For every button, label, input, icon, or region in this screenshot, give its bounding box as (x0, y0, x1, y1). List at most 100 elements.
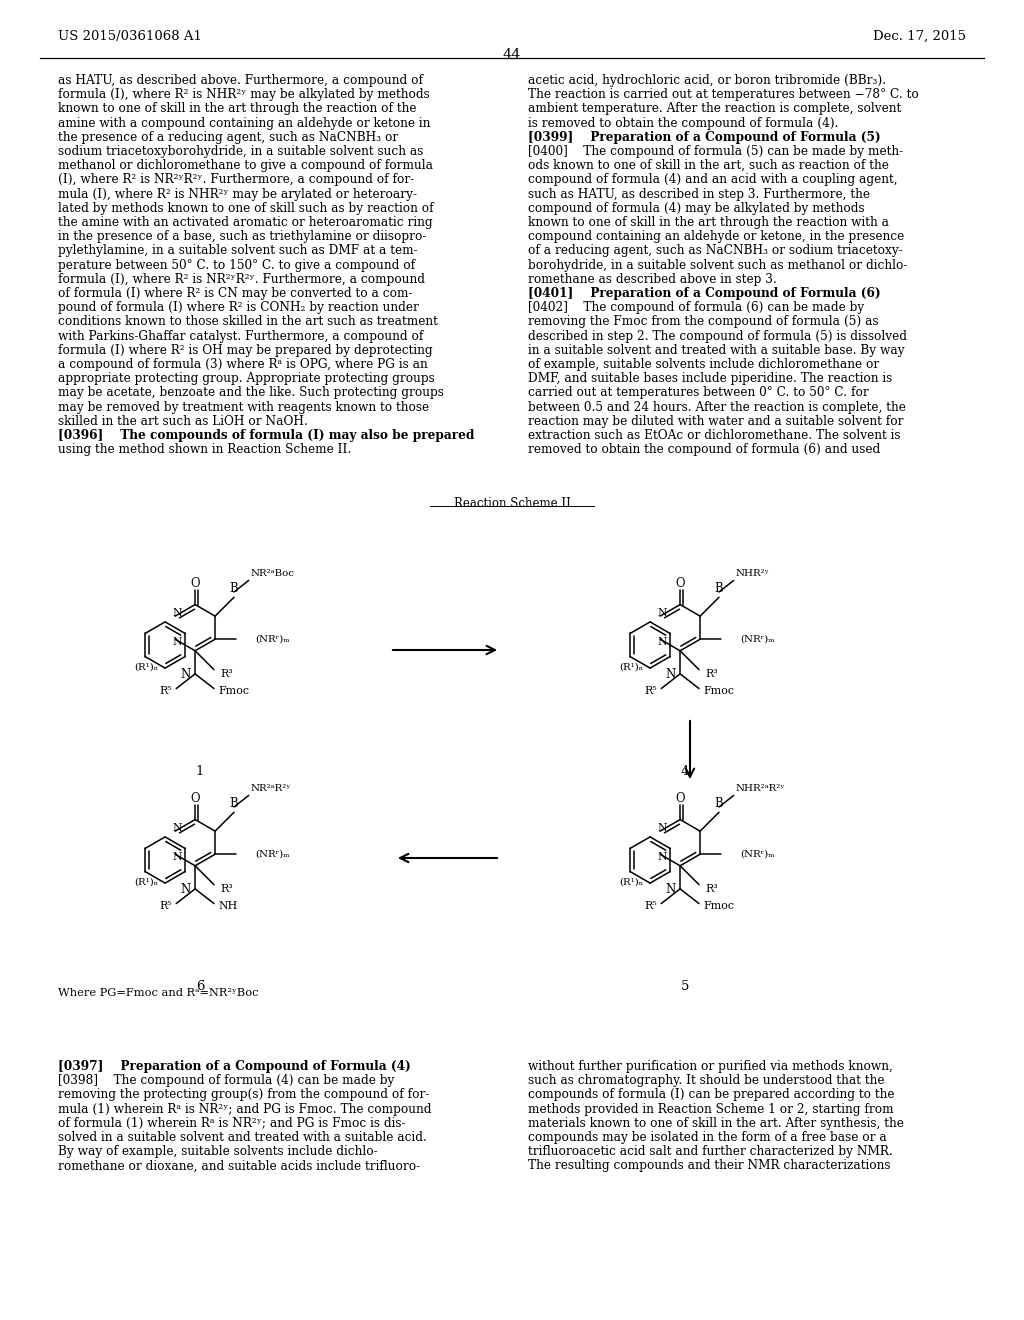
Text: described in step 2. The compound of formula (5) is dissolved: described in step 2. The compound of for… (528, 330, 907, 343)
Text: (NRʳ)ₘ: (NRʳ)ₘ (255, 635, 290, 644)
Text: pound of formula (I) where R² is CONH₂ by reaction under: pound of formula (I) where R² is CONH₂ b… (58, 301, 419, 314)
Text: compound containing an aldehyde or ketone, in the presence: compound containing an aldehyde or keton… (528, 230, 904, 243)
Text: Dec. 17, 2015: Dec. 17, 2015 (873, 30, 966, 44)
Text: materials known to one of skill in the art. After synthesis, the: materials known to one of skill in the a… (528, 1117, 904, 1130)
Text: 4: 4 (681, 766, 689, 777)
Text: formula (I), where R² is NHR²ʸ may be alkylated by methods: formula (I), where R² is NHR²ʸ may be al… (58, 88, 430, 102)
Text: N: N (172, 822, 182, 833)
Text: N: N (657, 853, 667, 862)
Text: [0400]    The compound of formula (5) can be made by meth-: [0400] The compound of formula (5) can b… (528, 145, 903, 158)
Text: Fmoc: Fmoc (703, 900, 734, 911)
Text: compounds of formula (I) can be prepared according to the: compounds of formula (I) can be prepared… (528, 1089, 895, 1101)
Text: NHR²ʸ: NHR²ʸ (736, 569, 770, 578)
Text: N: N (172, 638, 182, 647)
Text: such as HATU, as described in step 3. Furthermore, the: such as HATU, as described in step 3. Fu… (528, 187, 870, 201)
Text: 44: 44 (503, 48, 521, 62)
Text: N: N (666, 883, 676, 896)
Text: the amine with an activated aromatic or heteroaromatic ring: the amine with an activated aromatic or … (58, 216, 432, 228)
Text: methods provided in Reaction Scheme 1 or 2, starting from: methods provided in Reaction Scheme 1 or… (528, 1102, 894, 1115)
Text: N: N (657, 638, 667, 647)
Text: The reaction is carried out at temperatures between −78° C. to: The reaction is carried out at temperatu… (528, 88, 919, 102)
Text: compound of formula (4) may be alkylated by methods: compound of formula (4) may be alkylated… (528, 202, 864, 215)
Text: R³: R³ (220, 669, 232, 678)
Text: (NRʳ)ₘ: (NRʳ)ₘ (255, 850, 290, 859)
Text: B: B (229, 797, 239, 810)
Text: NR²ᵃBoc: NR²ᵃBoc (251, 569, 295, 578)
Text: skilled in the art such as LiOH or NaOH.: skilled in the art such as LiOH or NaOH. (58, 414, 308, 428)
Text: of example, suitable solvents include dichloromethane or: of example, suitable solvents include di… (528, 358, 880, 371)
Text: pylethylamine, in a suitable solvent such as DMF at a tem-: pylethylamine, in a suitable solvent suc… (58, 244, 418, 257)
Text: the presence of a reducing agent, such as NaCNBH₃ or: the presence of a reducing agent, such a… (58, 131, 398, 144)
Text: romethane as described above in step 3.: romethane as described above in step 3. (528, 273, 777, 286)
Text: R³: R³ (220, 884, 232, 894)
Text: (R¹)ₙ: (R¹)ₙ (135, 663, 159, 672)
Text: may be acetate, benzoate and the like. Such protecting groups: may be acetate, benzoate and the like. S… (58, 387, 443, 400)
Text: romethane or dioxane, and suitable acids include trifluoro-: romethane or dioxane, and suitable acids… (58, 1159, 420, 1172)
Text: sodium triacetoxyborohydride, in a suitable solvent such as: sodium triacetoxyborohydride, in a suita… (58, 145, 423, 158)
Text: appropriate protecting group. Appropriate protecting groups: appropriate protecting group. Appropriat… (58, 372, 435, 385)
Text: in the presence of a base, such as triethylamine or diisopro-: in the presence of a base, such as triet… (58, 230, 426, 243)
Text: of formula (1) wherein Rᵃ is NR²ʸ; and PG is Fmoc is dis-: of formula (1) wherein Rᵃ is NR²ʸ; and P… (58, 1117, 406, 1130)
Text: B: B (715, 797, 723, 810)
Text: removing the protecting group(s) from the compound of for-: removing the protecting group(s) from th… (58, 1089, 429, 1101)
Text: Fmoc: Fmoc (218, 685, 249, 696)
Text: O: O (190, 577, 200, 590)
Text: O: O (676, 577, 685, 590)
Text: removed to obtain the compound of formula (6) and used: removed to obtain the compound of formul… (528, 444, 881, 457)
Text: [0397]    Preparation of a Compound of Formula (4): [0397] Preparation of a Compound of Form… (58, 1060, 411, 1073)
Text: N: N (657, 822, 667, 833)
Text: N: N (666, 668, 676, 681)
Text: NHR²ᵃR²ʸ: NHR²ᵃR²ʸ (736, 784, 785, 793)
Text: N: N (180, 668, 190, 681)
Text: O: O (190, 792, 200, 805)
Text: extraction such as EtOAc or dichloromethane. The solvent is: extraction such as EtOAc or dichlorometh… (528, 429, 900, 442)
Text: trifluoroacetic acid salt and further characterized by NMR.: trifluoroacetic acid salt and further ch… (528, 1146, 893, 1158)
Text: without further purification or purified via methods known,: without further purification or purified… (528, 1060, 893, 1073)
Text: mula (I), where R² is NHR²ʸ may be arylated or heteroary-: mula (I), where R² is NHR²ʸ may be aryla… (58, 187, 417, 201)
Text: B: B (715, 582, 723, 595)
Text: R³: R³ (706, 669, 718, 678)
Text: (NRʳ)ₘ: (NRʳ)ₘ (740, 850, 774, 859)
Text: in a suitable solvent and treated with a suitable base. By way: in a suitable solvent and treated with a… (528, 343, 904, 356)
Text: lated by methods known to one of skill such as by reaction of: lated by methods known to one of skill s… (58, 202, 433, 215)
Text: acetic acid, hydrochloric acid, or boron tribromide (BBr₃).: acetic acid, hydrochloric acid, or boron… (528, 74, 886, 87)
Text: Where PG=Fmoc and Rᵃ=NR²ʸBoc: Where PG=Fmoc and Rᵃ=NR²ʸBoc (58, 987, 258, 998)
Text: By way of example, suitable solvents include dichlo-: By way of example, suitable solvents inc… (58, 1146, 378, 1158)
Text: NR²ᵃR²ʸ: NR²ᵃR²ʸ (251, 784, 292, 793)
Text: 5: 5 (681, 979, 689, 993)
Text: amine with a compound containing an aldehyde or ketone in: amine with a compound containing an alde… (58, 116, 430, 129)
Text: known to one of skill in the art through the reaction of the: known to one of skill in the art through… (58, 103, 417, 115)
Text: R⁵: R⁵ (160, 685, 172, 696)
Text: R³: R³ (706, 884, 718, 894)
Text: [0396]    The compounds of formula (I) may also be prepared: [0396] The compounds of formula (I) may … (58, 429, 474, 442)
Text: is removed to obtain the compound of formula (4).: is removed to obtain the compound of for… (528, 116, 839, 129)
Text: [0398]    The compound of formula (4) can be made by: [0398] The compound of formula (4) can b… (58, 1074, 394, 1088)
Text: with Parkins-Ghaffar catalyst. Furthermore, a compound of: with Parkins-Ghaffar catalyst. Furthermo… (58, 330, 423, 343)
Text: B: B (229, 582, 239, 595)
Text: (R¹)ₙ: (R¹)ₙ (620, 878, 644, 887)
Text: DMF, and suitable bases include piperidine. The reaction is: DMF, and suitable bases include piperidi… (528, 372, 892, 385)
Text: of formula (I) where R² is CN may be converted to a com-: of formula (I) where R² is CN may be con… (58, 286, 413, 300)
Text: as HATU, as described above. Furthermore, a compound of: as HATU, as described above. Furthermore… (58, 74, 423, 87)
Text: such as chromatography. It should be understood that the: such as chromatography. It should be und… (528, 1074, 885, 1088)
Text: R⁵: R⁵ (644, 900, 657, 911)
Text: of a reducing agent, such as NaCNBH₃ or sodium triacetoxy-: of a reducing agent, such as NaCNBH₃ or … (528, 244, 903, 257)
Text: formula (I), where R² is NR²ʸR²ʸ. Furthermore, a compound: formula (I), where R² is NR²ʸR²ʸ. Furthe… (58, 273, 425, 286)
Text: compound of formula (4) and an acid with a coupling agent,: compound of formula (4) and an acid with… (528, 173, 898, 186)
Text: [0401]    Preparation of a Compound of Formula (6): [0401] Preparation of a Compound of Form… (528, 286, 881, 300)
Text: known to one of skill in the art through the reaction with a: known to one of skill in the art through… (528, 216, 889, 228)
Text: (R¹)ₙ: (R¹)ₙ (135, 878, 159, 887)
Text: N: N (172, 853, 182, 862)
Text: compounds may be isolated in the form of a free base or a: compounds may be isolated in the form of… (528, 1131, 887, 1144)
Text: NH: NH (218, 900, 238, 911)
Text: Fmoc: Fmoc (703, 685, 734, 696)
Text: N: N (657, 609, 667, 618)
Text: The resulting compounds and their NMR characterizations: The resulting compounds and their NMR ch… (528, 1159, 891, 1172)
Text: removing the Fmoc from the compound of formula (5) as: removing the Fmoc from the compound of f… (528, 315, 879, 329)
Text: Reaction Scheme II: Reaction Scheme II (454, 498, 570, 510)
Text: mula (1) wherein Rᵃ is NR²ʸ; and PG is Fmoc. The compound: mula (1) wherein Rᵃ is NR²ʸ; and PG is F… (58, 1102, 431, 1115)
Text: conditions known to those skilled in the art such as treatment: conditions known to those skilled in the… (58, 315, 438, 329)
Text: using the method shown in Reaction Scheme II.: using the method shown in Reaction Schem… (58, 444, 351, 457)
Text: N: N (180, 883, 190, 896)
Text: borohydride, in a suitable solvent such as methanol or dichlo-: borohydride, in a suitable solvent such … (528, 259, 907, 272)
